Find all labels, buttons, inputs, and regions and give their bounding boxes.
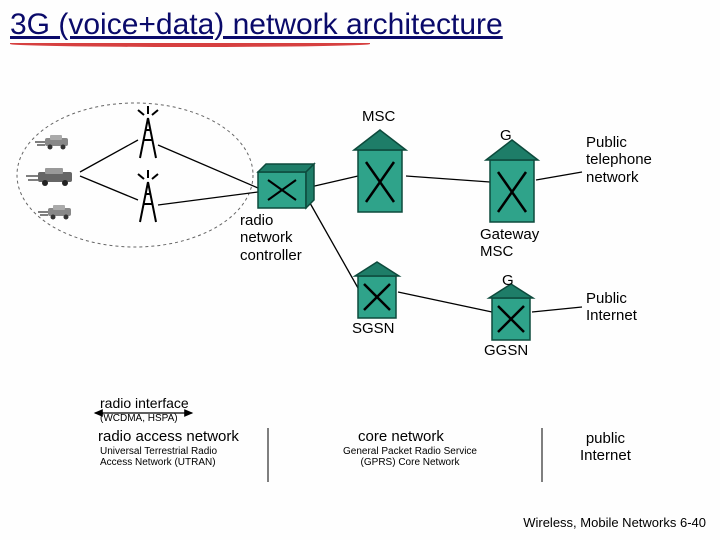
sgsn-node bbox=[355, 262, 399, 318]
tower-icon bbox=[138, 170, 158, 222]
radio-interface-label: radio interface bbox=[100, 395, 189, 411]
sgsn-label: SGSN bbox=[352, 320, 395, 337]
pi-label: Public Internet bbox=[586, 290, 637, 325]
vehicle-icon bbox=[35, 135, 68, 150]
core-label: core network bbox=[358, 428, 444, 445]
ran-sublabel: Universal Terrestrial Radio Access Netwo… bbox=[100, 446, 217, 468]
vehicle-icon bbox=[38, 205, 71, 220]
rnc-label: radio network controller bbox=[240, 212, 302, 264]
ggsn-node bbox=[489, 284, 533, 340]
public-label: public Internet bbox=[580, 430, 631, 465]
tower-icon bbox=[138, 106, 158, 158]
gmsc-label: Gateway MSC bbox=[480, 226, 539, 261]
ran-label: radio access network bbox=[98, 428, 239, 445]
g-label-1: G bbox=[500, 127, 512, 144]
vehicle-icon bbox=[26, 168, 72, 186]
msc-label: MSC bbox=[362, 108, 395, 125]
core-sublabel: General Packet Radio Service (GPRS) Core… bbox=[320, 446, 500, 468]
radio-interface-sublabel: (WCDMA, HSPA) bbox=[100, 413, 178, 424]
rnc-node bbox=[258, 164, 314, 208]
g-label-2: G bbox=[502, 272, 514, 289]
ptn-label: Public telephone network bbox=[586, 134, 652, 186]
gmsc-node bbox=[486, 140, 538, 222]
ggsn-label: GGSN bbox=[484, 342, 528, 359]
slide-footer: Wireless, Mobile Networks 6-40 bbox=[523, 515, 706, 530]
msc-node bbox=[354, 130, 406, 212]
